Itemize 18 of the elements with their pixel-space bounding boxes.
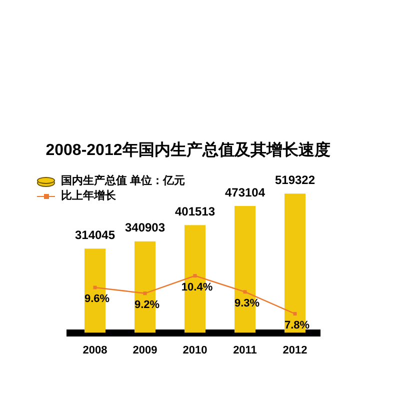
data-label: 401513 <box>174 204 216 218</box>
x-tick-label: 2008 <box>82 344 108 356</box>
x-tick-label: 2011 <box>233 344 257 356</box>
x-tick-label: 2010 <box>182 344 208 356</box>
point <box>293 312 297 316</box>
x-tick-label: 2009 <box>132 344 158 356</box>
point <box>143 292 147 296</box>
data-label: 314045 <box>74 228 116 242</box>
legend-label: 比上年增长 <box>61 190 116 203</box>
point <box>243 290 247 294</box>
x-tick-label: 2012 <box>282 344 308 356</box>
data-label: 473104 <box>224 185 266 200</box>
point <box>193 274 197 278</box>
data-label: 519322 <box>274 172 316 187</box>
data-label: 340903 <box>124 220 166 235</box>
legend-label: 国内生产总值 单位：亿元 <box>61 175 186 188</box>
point <box>93 286 97 290</box>
chart-title: 2008-2012年国内生产总值及其增长速度 <box>44 141 332 161</box>
